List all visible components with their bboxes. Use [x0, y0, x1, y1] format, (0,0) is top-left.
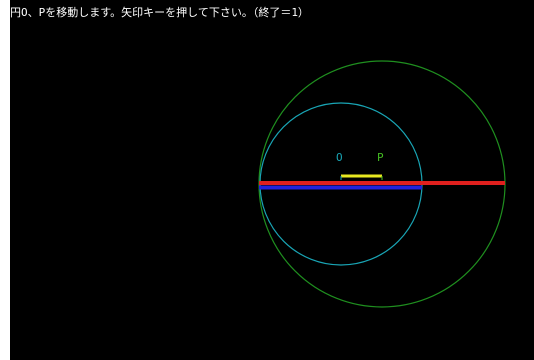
- point-p-label: P: [377, 151, 384, 164]
- instruction-text: 円O、Pを移動します。矢印キーを押して下さい。（終了＝1）: [10, 6, 309, 19]
- drawing-canvas[interactable]: [10, 0, 534, 360]
- point-o-label: O: [336, 151, 343, 164]
